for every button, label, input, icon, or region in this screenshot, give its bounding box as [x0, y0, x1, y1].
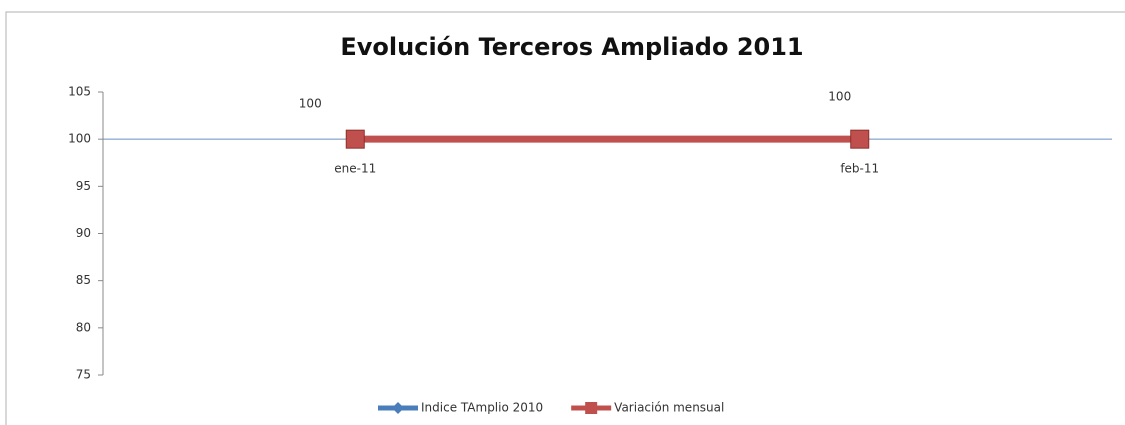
marker [345, 129, 365, 149]
legend-label: Variación mensual [614, 401, 724, 415]
marker [850, 129, 870, 149]
legend-marker [392, 402, 404, 414]
data-label: 100 [828, 90, 851, 104]
y-tick-label: 95 [76, 179, 91, 193]
chart-title: Evolución Terceros Ampliado 2011 [340, 33, 803, 61]
chart-frame [5, 11, 1125, 425]
y-tick-label: 80 [76, 320, 91, 334]
data-label: 100 [299, 97, 322, 111]
legend-label: Indice TAmplio 2010 [421, 401, 543, 415]
y-tick-label: 90 [76, 226, 91, 240]
y-tick-label: 105 [68, 85, 91, 99]
y-tick-label: 85 [76, 273, 91, 287]
x-tick-label: feb-11 [840, 162, 879, 176]
y-tick-label: 100 [68, 132, 91, 146]
y-tick-label: 75 [76, 368, 91, 382]
legend-marker [585, 402, 598, 414]
x-tick-label: ene-11 [334, 162, 376, 176]
